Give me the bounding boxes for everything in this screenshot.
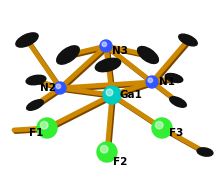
Ellipse shape [138, 46, 159, 64]
Text: N3: N3 [112, 46, 128, 56]
Circle shape [146, 76, 158, 88]
Ellipse shape [165, 74, 183, 83]
Text: F1: F1 [29, 128, 43, 138]
Circle shape [97, 142, 117, 162]
Circle shape [103, 86, 121, 104]
Circle shape [100, 145, 108, 153]
Circle shape [106, 89, 113, 96]
Circle shape [148, 78, 153, 83]
Ellipse shape [95, 58, 121, 72]
Circle shape [100, 40, 112, 52]
Text: N1: N1 [159, 77, 175, 87]
Circle shape [152, 118, 172, 138]
Text: F2: F2 [113, 157, 127, 167]
Circle shape [37, 118, 57, 138]
Ellipse shape [179, 34, 197, 46]
Circle shape [155, 121, 163, 129]
Circle shape [56, 84, 61, 89]
Ellipse shape [57, 46, 79, 64]
Circle shape [40, 121, 48, 129]
Text: N2: N2 [40, 83, 56, 93]
Ellipse shape [197, 148, 213, 156]
Ellipse shape [26, 75, 46, 85]
Text: Ga1: Ga1 [119, 90, 142, 100]
Ellipse shape [27, 100, 43, 110]
Ellipse shape [170, 97, 186, 107]
Text: F3: F3 [169, 128, 183, 138]
Circle shape [102, 42, 107, 47]
Ellipse shape [16, 33, 38, 47]
Circle shape [54, 82, 66, 94]
